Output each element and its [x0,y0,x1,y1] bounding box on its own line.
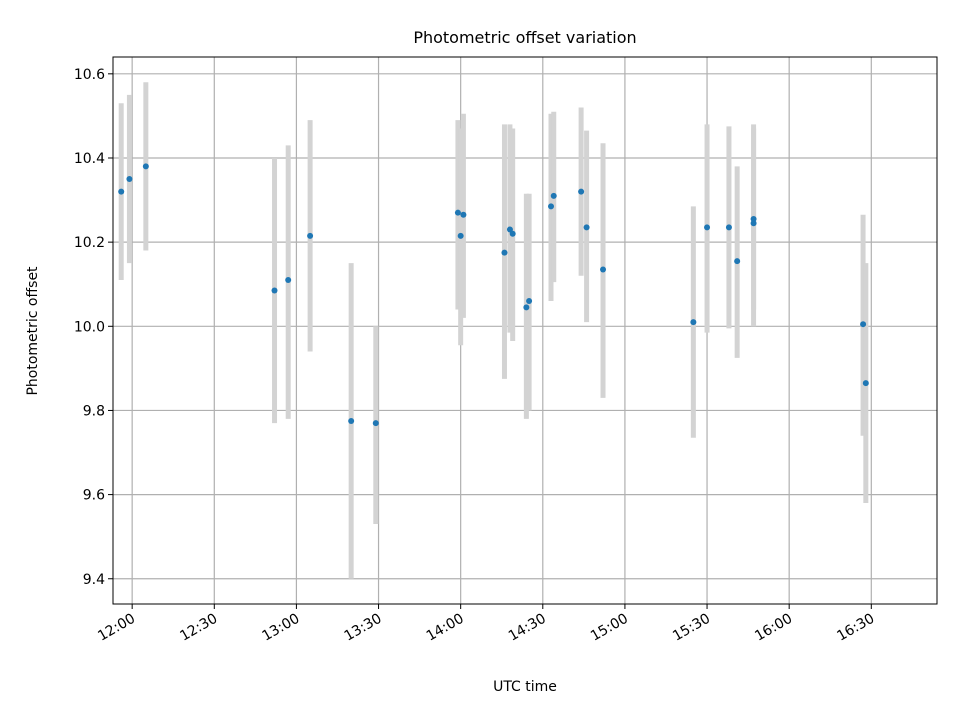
y-tick-label: 10.0 [74,319,105,335]
data-point [750,215,757,222]
data-point [583,224,590,231]
data-point [501,249,508,256]
data-point [142,163,149,170]
y-axis: 9.4 9.6 9.8 10.0 10.2 10.4 10.6 [74,67,113,588]
data-point [509,230,516,237]
data-point [600,266,607,273]
y-axis-label: Photometric offset [25,266,41,396]
data-point [523,304,530,311]
data-point [118,188,125,195]
chart-title: Photometric offset variation [413,28,636,47]
data-point [704,224,711,231]
data-point [271,287,278,294]
data-point [725,224,732,231]
y-tick-label: 9.4 [83,572,105,588]
data-point [750,220,757,227]
data-point [348,417,355,424]
data-point [548,203,555,210]
data-point [862,380,869,387]
data-point [372,420,379,427]
data-point [457,232,464,239]
data-point [526,298,533,305]
y-tick-label: 10.2 [74,235,105,251]
data-points [118,163,869,427]
data-point [307,232,314,239]
data-point [734,258,741,265]
data-point [460,211,467,218]
data-point [126,176,133,183]
data-point [578,188,585,195]
plot-area-frame [112,56,938,605]
data-point [454,209,461,216]
y-tick-label: 10.4 [74,151,105,167]
data-point [690,319,697,326]
y-tick-label: 9.8 [83,403,105,419]
x-axis-label: UTC time [493,679,557,695]
y-tick-label: 10.6 [74,67,105,83]
y-tick-label: 9.6 [83,488,105,504]
data-point [550,192,557,199]
data-point [285,277,292,284]
data-point [860,321,867,328]
